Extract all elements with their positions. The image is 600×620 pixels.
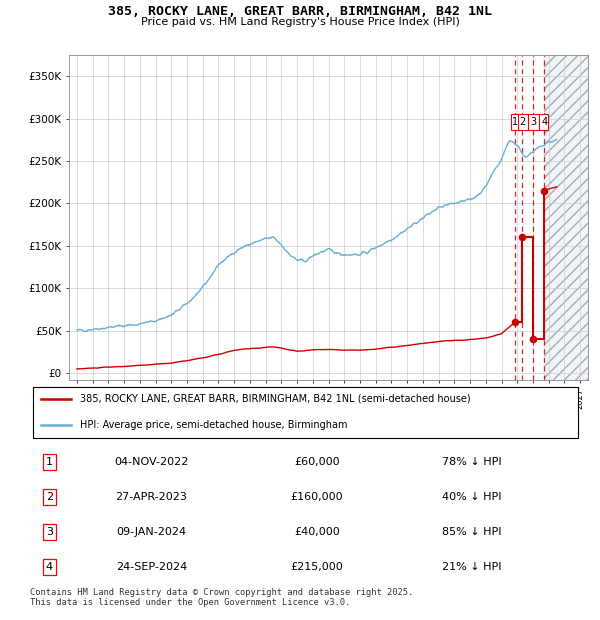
FancyBboxPatch shape: [33, 387, 578, 438]
Bar: [544, 55, 588, 380]
Text: 85% ↓ HPI: 85% ↓ HPI: [442, 527, 502, 537]
Point: [539, 186, 549, 196]
Text: Price paid vs. HM Land Registry's House Price Index (HPI): Price paid vs. HM Land Registry's House …: [140, 17, 460, 27]
Text: 3: 3: [530, 117, 536, 127]
Text: 40% ↓ HPI: 40% ↓ HPI: [442, 492, 502, 502]
Text: 2: 2: [519, 117, 526, 127]
Text: 21% ↓ HPI: 21% ↓ HPI: [442, 562, 502, 572]
Text: HPI: Average price, semi-detached house, Birmingham: HPI: Average price, semi-detached house,…: [80, 420, 347, 430]
Point: [510, 317, 520, 327]
Text: £160,000: £160,000: [291, 492, 343, 502]
Text: 3: 3: [46, 527, 53, 537]
Text: 4: 4: [46, 562, 53, 572]
Text: 09-JAN-2024: 09-JAN-2024: [116, 527, 187, 537]
Text: £215,000: £215,000: [290, 562, 343, 572]
Text: 1: 1: [512, 117, 518, 127]
Bar: [544, 55, 588, 380]
Text: Contains HM Land Registry data © Crown copyright and database right 2025.
This d: Contains HM Land Registry data © Crown c…: [30, 588, 413, 608]
Text: 385, ROCKY LANE, GREAT BARR, BIRMINGHAM, B42 1NL: 385, ROCKY LANE, GREAT BARR, BIRMINGHAM,…: [108, 5, 492, 18]
Point: [517, 232, 527, 242]
FancyBboxPatch shape: [511, 115, 548, 130]
Text: 385, ROCKY LANE, GREAT BARR, BIRMINGHAM, B42 1NL (semi-detached house): 385, ROCKY LANE, GREAT BARR, BIRMINGHAM,…: [80, 394, 470, 404]
Text: £60,000: £60,000: [294, 456, 340, 467]
Text: 2: 2: [46, 492, 53, 502]
Text: £40,000: £40,000: [294, 527, 340, 537]
Text: 04-NOV-2022: 04-NOV-2022: [114, 456, 188, 467]
Point: [529, 334, 538, 344]
Text: 1: 1: [46, 456, 53, 467]
Text: 78% ↓ HPI: 78% ↓ HPI: [442, 456, 502, 467]
Text: 4: 4: [541, 117, 547, 127]
Text: 27-APR-2023: 27-APR-2023: [116, 492, 187, 502]
Text: 24-SEP-2024: 24-SEP-2024: [116, 562, 187, 572]
